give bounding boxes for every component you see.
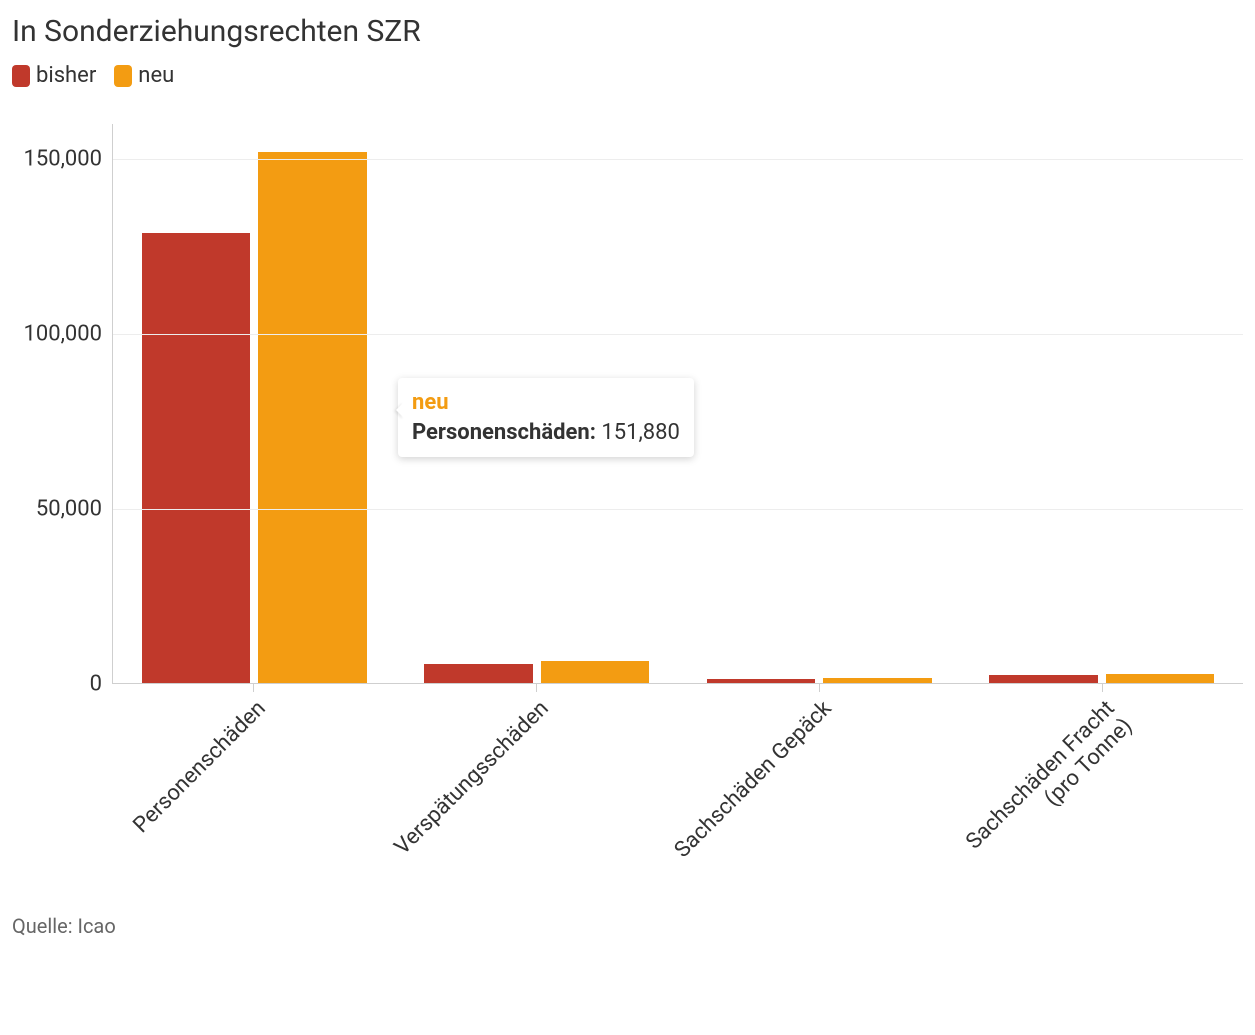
bar-bisher[interactable] [989,675,1098,683]
x-tick: Sachschäden Gepäck [678,684,961,904]
y-tick-label: 0 [90,672,102,697]
chart-title: In Sonderziehungsrechten SZR [12,14,1243,49]
grid-line [113,509,1243,510]
bar-bisher[interactable] [707,679,816,683]
bar-neu[interactable] [541,661,650,683]
legend-item-bisher[interactable]: bisher [12,63,96,88]
x-axis: PersonenschädenVerspätungsschädenSachsch… [112,684,1243,904]
legend-swatch-neu [114,65,132,87]
legend: bisher neu [12,63,1243,88]
tooltip: neu Personenschäden: 151,880 [398,378,694,457]
grid-line [113,159,1243,160]
x-tick-mark [536,684,537,692]
tooltip-category: Personenschäden: [412,420,596,445]
x-tick: Verspätungsschäden [395,684,678,904]
legend-label-neu: neu [138,63,174,88]
legend-swatch-bisher [12,65,30,87]
tooltip-series: neu [412,388,680,418]
x-tick-label: Personenschäden [129,696,271,838]
y-tick-label: 100,000 [23,322,102,347]
y-axis: 050,000100,000150,000 [12,124,112,684]
bar-neu[interactable] [258,152,367,683]
x-tick-mark [819,684,820,692]
bar-group [113,124,396,683]
legend-item-neu[interactable]: neu [114,63,174,88]
x-tick-label: Sachschäden Gepäck [670,696,837,863]
legend-label-bisher: bisher [36,63,96,88]
x-tick-label: Verspätungsschäden [390,696,554,860]
bar-bisher[interactable] [424,664,533,683]
x-tick-label: Sachschäden Fracht (pro Tonne) [961,696,1137,872]
grid-line [113,334,1243,335]
bar-neu[interactable] [823,678,932,683]
x-tick: Sachschäden Fracht (pro Tonne) [960,684,1243,904]
x-tick: Personenschäden [112,684,395,904]
source-text: Quelle: Icao [12,914,1243,938]
bar-neu[interactable] [1106,674,1215,683]
x-tick-mark [253,684,254,692]
bar-group [961,124,1244,683]
chart-area: 050,000100,000150,000 neu Personenschäde… [12,124,1243,684]
y-tick-label: 50,000 [36,497,102,522]
x-tick-mark [1102,684,1103,692]
y-tick-label: 150,000 [23,147,102,172]
bar-bisher[interactable] [142,233,251,683]
plot-area: neu Personenschäden: 151,880 [112,124,1243,684]
bar-group [678,124,961,683]
tooltip-value: 151,880 [601,420,680,445]
